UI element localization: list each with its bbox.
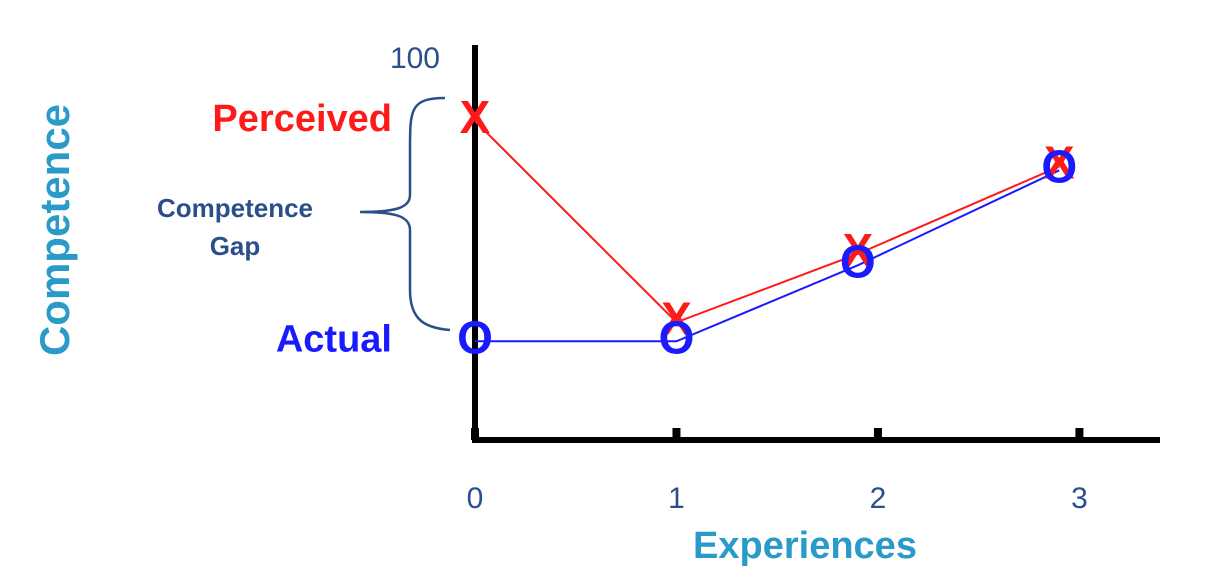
x-tick-label: 0: [467, 482, 484, 515]
gap-annotation: Competence: [157, 193, 313, 223]
y-tick-label: 100: [390, 42, 440, 75]
x-tick-label: 2: [870, 482, 887, 515]
series-line: [474, 120, 1060, 324]
point-marker: X: [661, 292, 692, 344]
point-marker: O: [659, 311, 695, 363]
point-marker: X: [1044, 137, 1075, 189]
point-marker: O: [1041, 140, 1077, 192]
brace: [359, 96, 451, 332]
point-marker: X: [842, 224, 873, 276]
series-line: [475, 169, 1060, 343]
gap-annotation: Gap: [210, 231, 261, 261]
y-axis-label: Competence: [31, 104, 78, 356]
series-label: Actual: [276, 318, 392, 360]
series-label: Perceived: [212, 98, 392, 140]
x-axis-label: Experiences: [693, 525, 917, 567]
x-tick-label: 3: [1071, 482, 1088, 515]
point-marker: O: [457, 311, 493, 363]
point-marker: O: [840, 235, 876, 287]
x-tick-label: 1: [668, 482, 685, 515]
point-marker: X: [460, 91, 491, 143]
